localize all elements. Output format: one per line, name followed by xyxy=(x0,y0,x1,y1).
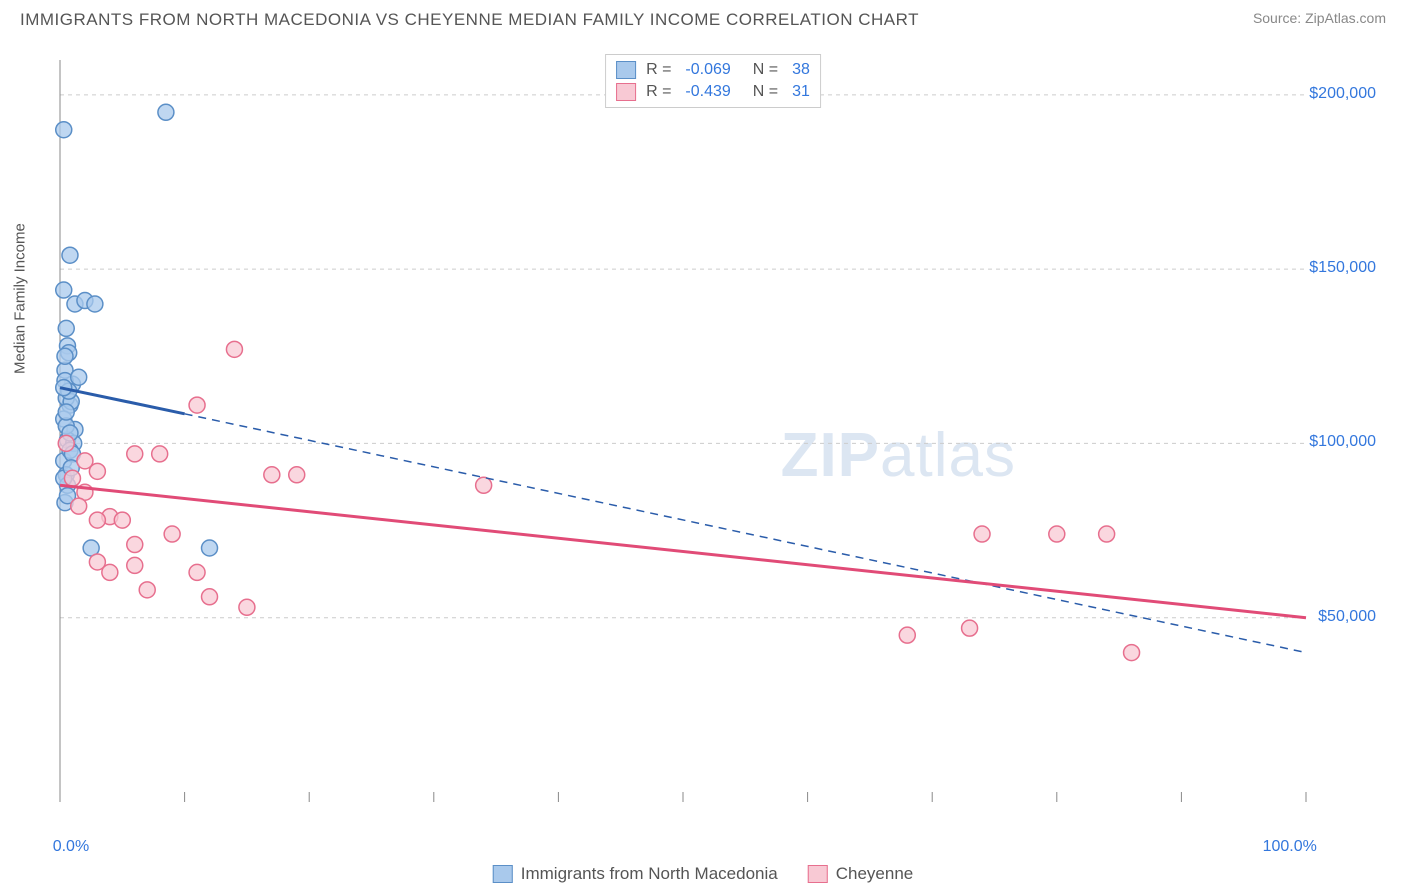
legend-n-value-cheyenne: 31 xyxy=(792,83,810,101)
legend-n-label: N = xyxy=(753,61,778,79)
legend-row-cheyenne: R = -0.439 N = 31 xyxy=(616,81,810,103)
swatch-cheyenne xyxy=(808,865,828,883)
x-axis-max-label: 100.0% xyxy=(1263,838,1317,856)
legend-r-label: R = xyxy=(646,83,671,101)
legend-n-value-macedonia: 38 xyxy=(792,61,810,79)
legend-item-cheyenne: Cheyenne xyxy=(808,864,914,884)
y-axis-label: Median Family Income xyxy=(12,223,29,374)
header: IMMIGRANTS FROM NORTH MACEDONIA VS CHEYE… xyxy=(0,0,1406,30)
chart-container: ZIPatlas Median Family Income R = -0.069… xyxy=(50,50,1376,832)
correlation-legend: R = -0.069 N = 38 R = -0.439 N = 31 xyxy=(605,54,821,108)
legend-row-macedonia: R = -0.069 N = 38 xyxy=(616,59,810,81)
swatch-macedonia xyxy=(616,61,636,79)
legend-label-macedonia: Immigrants from North Macedonia xyxy=(521,864,778,884)
swatch-macedonia xyxy=(493,865,513,883)
scatter-plot xyxy=(50,50,1376,832)
swatch-cheyenne xyxy=(616,83,636,101)
legend-r-value-cheyenne: -0.439 xyxy=(685,83,730,101)
legend-item-macedonia: Immigrants from North Macedonia xyxy=(493,864,778,884)
legend-n-label: N = xyxy=(753,83,778,101)
x-axis-min-label: 0.0% xyxy=(53,838,89,856)
legend-label-cheyenne: Cheyenne xyxy=(836,864,914,884)
chart-title: IMMIGRANTS FROM NORTH MACEDONIA VS CHEYE… xyxy=(20,10,919,30)
legend-r-label: R = xyxy=(646,61,671,79)
series-legend: Immigrants from North Macedonia Cheyenne xyxy=(493,864,914,884)
source-attribution: Source: ZipAtlas.com xyxy=(1253,10,1386,26)
legend-r-value-macedonia: -0.069 xyxy=(685,61,730,79)
